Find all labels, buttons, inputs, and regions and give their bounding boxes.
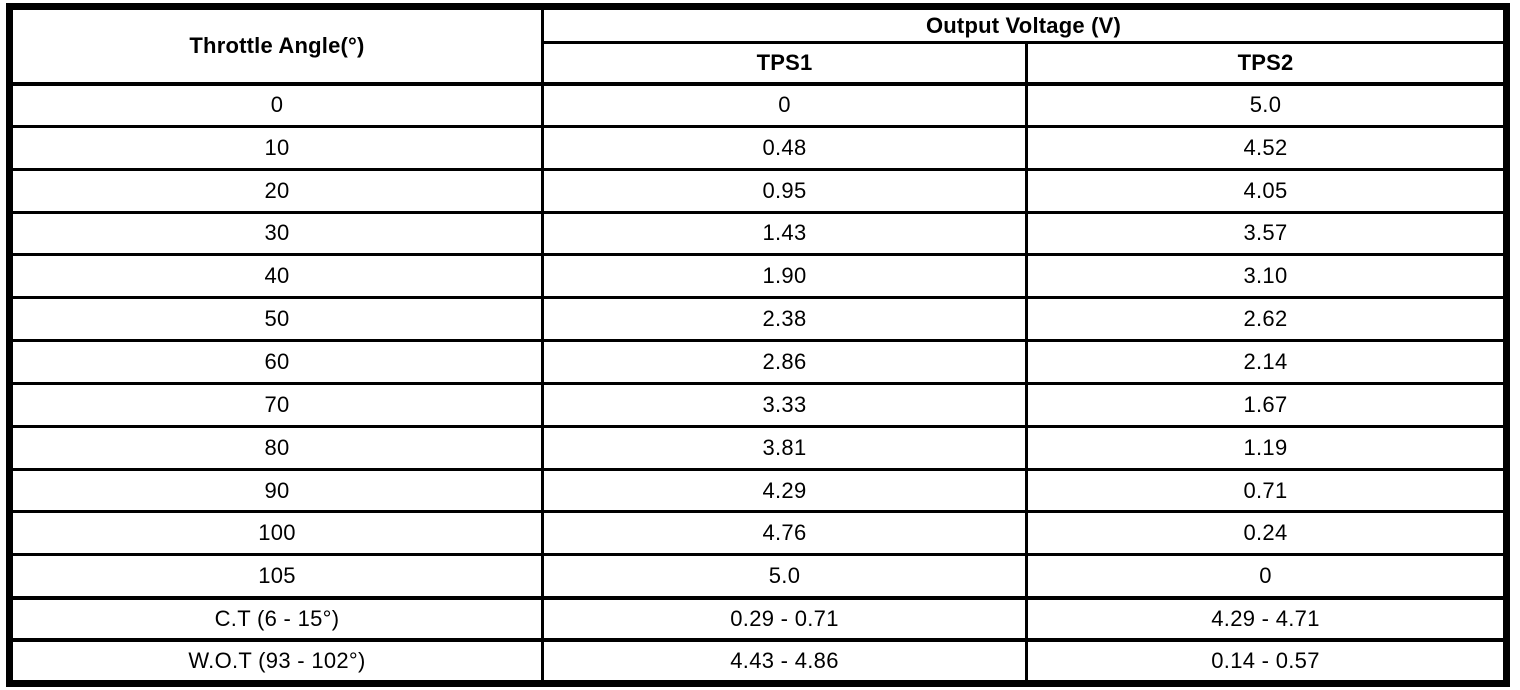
angle-cell: 10 xyxy=(8,124,544,171)
tps2-cell: 1.67 xyxy=(1025,381,1508,428)
tps2-cell: 4.05 xyxy=(1025,167,1508,214)
tps2-cell: 2.62 xyxy=(1025,296,1508,343)
table-row: 90 4.29 0.71 xyxy=(8,467,1508,514)
tps1-cell: 3.81 xyxy=(541,424,1028,471)
tps1-cell: 2.86 xyxy=(541,339,1028,385)
tps2-cell: 4.52 xyxy=(1025,124,1508,171)
header-row-group: Throttle Angle(°) Output Voltage (V) xyxy=(8,5,1508,86)
tps1-cell: 4.76 xyxy=(541,510,1028,557)
tps2-cell: 2.14 xyxy=(1025,339,1508,385)
angle-cell: 40 xyxy=(8,253,544,300)
angle-cell: W.O.T (93 - 102°) xyxy=(8,638,544,686)
column-header-tps2: TPS2 xyxy=(1025,41,1508,86)
tps1-cell: 0.95 xyxy=(541,167,1028,214)
tps2-cell: 0.24 xyxy=(1025,510,1508,557)
tps2-cell: 0 xyxy=(1025,553,1508,600)
header-row-subcolumns: TPS1 TPS2 xyxy=(10,41,1508,86)
tps-spec-table-container: Throttle Angle(°) Output Voltage (V) TPS… xyxy=(6,3,1510,687)
table-row: 10 0.48 4.52 xyxy=(8,124,1508,171)
tps-output-voltage-table: Throttle Angle(°) Output Voltage (V) TPS… xyxy=(6,3,1510,687)
table-row: 70 3.33 1.67 xyxy=(8,381,1508,428)
tps2-cell: 1.19 xyxy=(1025,424,1508,471)
tps2-cell: 3.57 xyxy=(1025,210,1508,257)
angle-cell: 50 xyxy=(8,296,544,343)
table-row: 50 2.38 2.62 xyxy=(8,296,1508,343)
table-row: 80 3.81 1.19 xyxy=(8,424,1508,471)
tps1-cell: 1.43 xyxy=(541,210,1028,257)
tps1-cell: 2.38 xyxy=(541,296,1028,343)
table-row: 100 4.76 0.24 xyxy=(8,510,1508,557)
tps1-cell: 4.43 - 4.86 xyxy=(541,638,1028,686)
tps2-cell: 5.0 xyxy=(1025,82,1508,128)
angle-cell: 80 xyxy=(8,424,544,471)
tps1-cell: 0.29 - 0.71 xyxy=(541,595,1028,642)
table-row: 0 0 5.0 xyxy=(8,82,1508,128)
tps1-cell: 0.48 xyxy=(541,124,1028,171)
tps2-cell: 3.10 xyxy=(1025,253,1508,300)
angle-cell: 70 xyxy=(8,381,544,428)
angle-cell: 0 xyxy=(8,82,544,128)
angle-cell: 100 xyxy=(8,510,544,557)
tps2-cell: 0.71 xyxy=(1025,467,1508,514)
angle-cell: 60 xyxy=(8,339,544,385)
column-header-output-voltage: Output Voltage (V) xyxy=(541,5,1508,44)
angle-cell: 20 xyxy=(8,167,544,214)
table-row: 105 5.0 0 xyxy=(8,553,1508,600)
angle-cell: 105 xyxy=(8,553,544,600)
angle-cell: C.T (6 - 15°) xyxy=(8,595,544,642)
tps1-cell: 0 xyxy=(541,82,1028,128)
table-row: 40 1.90 3.10 xyxy=(8,253,1508,300)
table-row: 60 2.86 2.14 xyxy=(8,339,1508,385)
angle-cell: 30 xyxy=(8,210,544,257)
tps1-cell: 1.90 xyxy=(541,253,1028,300)
table-row: 30 1.43 3.57 xyxy=(8,210,1508,257)
table-row: 20 0.95 4.05 xyxy=(8,167,1508,214)
angle-cell: 90 xyxy=(8,467,544,514)
table-row-closed-throttle: C.T (6 - 15°) 0.29 - 0.71 4.29 - 4.71 xyxy=(8,595,1508,642)
tps1-cell: 3.33 xyxy=(541,381,1028,428)
column-header-throttle-angle: Throttle Angle(°) xyxy=(8,5,544,86)
tps1-cell: 4.29 xyxy=(541,467,1028,514)
column-header-tps1: TPS1 xyxy=(541,41,1028,86)
tps2-cell: 4.29 - 4.71 xyxy=(1025,595,1508,642)
tps2-cell: 0.14 - 0.57 xyxy=(1025,638,1508,686)
tps1-cell: 5.0 xyxy=(541,553,1028,600)
table-row-wide-open-throttle: W.O.T (93 - 102°) 4.43 - 4.86 0.14 - 0.5… xyxy=(8,638,1508,686)
